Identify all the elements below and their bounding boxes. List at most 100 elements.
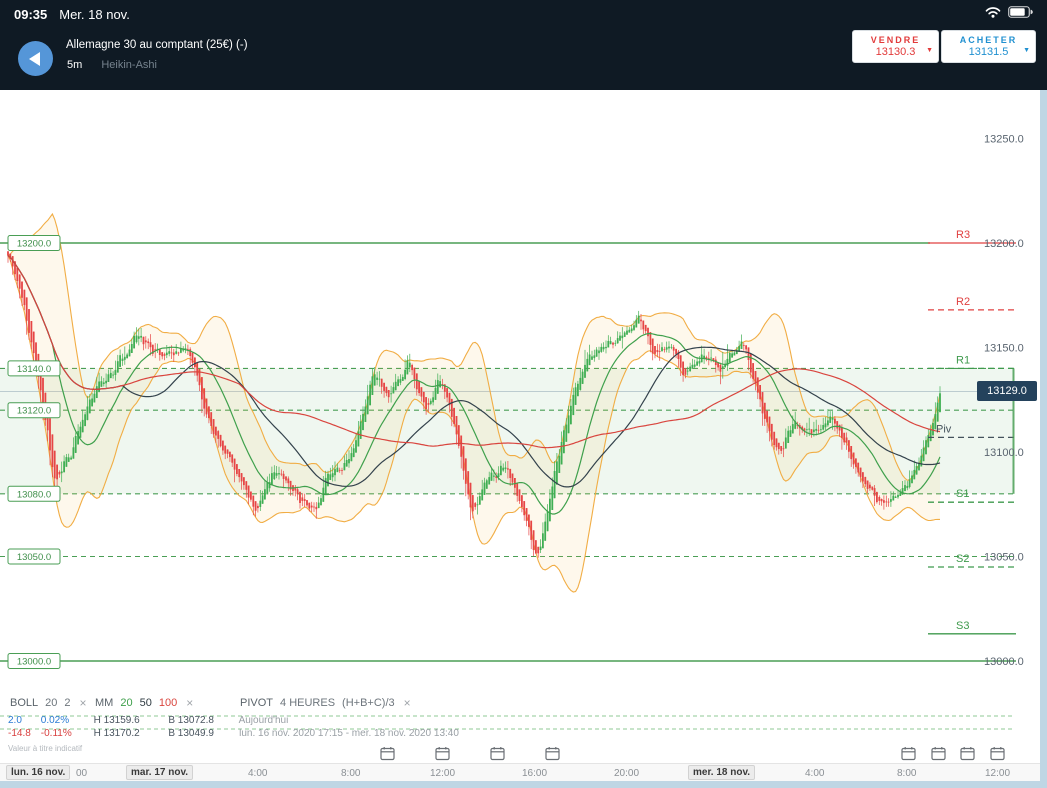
legend-pivot-formula: (H+B+C)/3	[342, 697, 395, 709]
time-label: 16:00	[522, 768, 548, 779]
time-label: 12:00	[430, 768, 456, 779]
svg-text:13050.0: 13050.0	[17, 552, 51, 563]
calendar-icon[interactable]	[990, 747, 1005, 761]
stats-range-row: -14.8 -0.11% H 13170.2 B 13049.9 lun. 16…	[8, 727, 459, 740]
y-axis-label: 13250.0	[984, 134, 1024, 146]
time-label: 8:00	[897, 768, 917, 779]
legend-bollinger-stddev: 2	[64, 697, 71, 709]
last-price-badge: 13129.0	[977, 381, 1037, 401]
date-label: mar. 17 nov.	[126, 765, 194, 780]
time-label: 4:00	[248, 768, 268, 779]
indicator-legend: BOLL 20 2 × MM 20 50 100 × PIVOT 4 HEURE…	[0, 694, 1040, 714]
today-change: 2.0	[8, 715, 22, 726]
range-period-label: lun. 16 nov. 2020 17:15 - mer. 18 nov. 2…	[239, 728, 459, 739]
wifi-icon	[985, 5, 1001, 23]
time-label: 20:00	[614, 768, 640, 779]
calendar-icon[interactable]	[960, 747, 975, 761]
svg-text:13120.0: 13120.0	[17, 406, 51, 417]
time-label: 12:00	[985, 768, 1011, 779]
stats-today-row: 2.0 0.02% H 13159.6 B 13072.8 Aujourd'hu…	[8, 714, 459, 727]
level-price-chip: 13140.0	[7, 360, 61, 377]
pivot-label-S2: S2	[956, 553, 969, 565]
y-axis-label: 13000.0	[984, 656, 1024, 668]
status-date: Mer. 18 nov.	[59, 6, 130, 22]
today-low: B 13072.8	[168, 715, 214, 726]
back-arrow-icon	[28, 51, 40, 66]
calendar-icon[interactable]	[901, 747, 916, 761]
frame-gutter-right	[1040, 90, 1047, 788]
level-price-chip: 13000.0	[7, 653, 61, 669]
ma50-line	[7, 255, 941, 488]
today-period-label: Aujourd'hui	[238, 715, 289, 726]
level-price-chip: 13080.0	[7, 485, 61, 502]
buy-caret-icon: ▼	[1023, 47, 1030, 54]
legend-ma50-period: 50	[139, 697, 152, 709]
time-label: 00	[76, 768, 88, 779]
y-axis-label: 13050.0	[984, 552, 1024, 564]
date-label: mer. 18 nov.	[688, 765, 756, 780]
range-low: B 13049.9	[168, 728, 214, 739]
candles	[7, 251, 941, 558]
pivot-label-Piv: Piv	[936, 423, 952, 435]
legend-pivot-label: PIVOT	[240, 697, 274, 709]
time-label: 4:00	[805, 768, 825, 779]
legend-ma100-period: 100	[158, 697, 178, 709]
legend-pivot-group[interactable]: PIVOT 4 HEURES (H+B+C)/3 ×	[240, 696, 411, 710]
buy-button[interactable]: ACHETER 13131.5 ▼	[941, 30, 1036, 63]
svg-text:13000.0: 13000.0	[17, 657, 51, 668]
legend-bollinger-group[interactable]: BOLL 20 2 ×	[10, 696, 87, 710]
legend-bollinger-period: 20	[45, 697, 58, 709]
sell-button[interactable]: VENDRE 13130.3 ▼	[852, 30, 939, 63]
ma100-line	[7, 255, 941, 449]
bollinger-upper-line	[7, 212, 941, 481]
battery-icon	[1008, 5, 1033, 23]
chart-style-selector[interactable]: Heikin-Ashi	[101, 59, 157, 71]
range-change-pct: -0.11%	[40, 728, 72, 739]
level-price-chip: 13200.0	[7, 235, 61, 251]
level-price-chip: 13050.0	[7, 548, 61, 565]
calendar-icon[interactable]	[380, 747, 395, 761]
range-high: H 13170.2	[93, 728, 140, 739]
indicative-value-disclaimer: Valeur à titre indicatif	[8, 744, 83, 753]
date-label: lun. 16 nov.	[6, 765, 71, 780]
calendar-icon[interactable]	[435, 747, 450, 761]
legend-bollinger-remove-button[interactable]: ×	[79, 696, 87, 710]
sell-caret-icon: ▼	[926, 47, 933, 54]
interval-selector[interactable]: 5m	[67, 59, 83, 71]
instrument-title: Allemagne 30 au comptant (25€) (-)	[66, 39, 248, 51]
buy-price: 13131.5	[968, 46, 1009, 58]
ma20-line	[7, 255, 941, 515]
status-time: 09:35	[14, 6, 48, 22]
calendar-icon[interactable]	[490, 747, 505, 761]
session-stats: 2.0 0.02% H 13159.6 B 13072.8 Aujourd'hu…	[8, 714, 459, 755]
level-price-chip: 13120.0	[7, 402, 61, 419]
time-axis[interactable]: lun. 16 nov. 00 mar. 17 nov. 4:00 8:00 12:00 1…	[0, 763, 1040, 782]
legend-pivot-remove-button[interactable]: ×	[403, 696, 411, 710]
pivot-label-S3: S3	[956, 620, 969, 632]
today-high: H 13159.6	[93, 715, 140, 726]
sell-price: 13130.3	[875, 46, 916, 58]
legend-pivot-period: 4 HEURES	[280, 697, 336, 709]
back-button[interactable]	[18, 41, 53, 76]
legend-ma-label: MM	[95, 697, 114, 709]
bollinger-fill	[8, 214, 940, 592]
status-bar: 09:35 Mer. 18 nov.	[0, 0, 1047, 28]
buy-label: ACHETER	[959, 35, 1018, 45]
y-axis-label: 13100.0	[984, 447, 1024, 459]
pivot-label-R2: R2	[956, 296, 970, 308]
frame-gutter-bottom	[0, 781, 1047, 788]
y-axis-label: 13200.0	[984, 238, 1024, 250]
pivot-label-R3: R3	[956, 229, 970, 241]
y-axis-label: 13150.0	[984, 343, 1024, 355]
legend-ma-remove-button[interactable]: ×	[186, 696, 194, 710]
svg-text:13140.0: 13140.0	[17, 364, 51, 375]
calendar-icon[interactable]	[931, 747, 946, 761]
bollinger-lower-line	[7, 255, 940, 593]
time-label: 8:00	[341, 768, 361, 779]
calendar-icon[interactable]	[545, 747, 560, 761]
legend-ma20-period: 20	[120, 697, 133, 709]
legend-ma-group[interactable]: MM 20 50 100 ×	[95, 696, 193, 710]
pivot-label-S1: S1	[956, 488, 969, 500]
